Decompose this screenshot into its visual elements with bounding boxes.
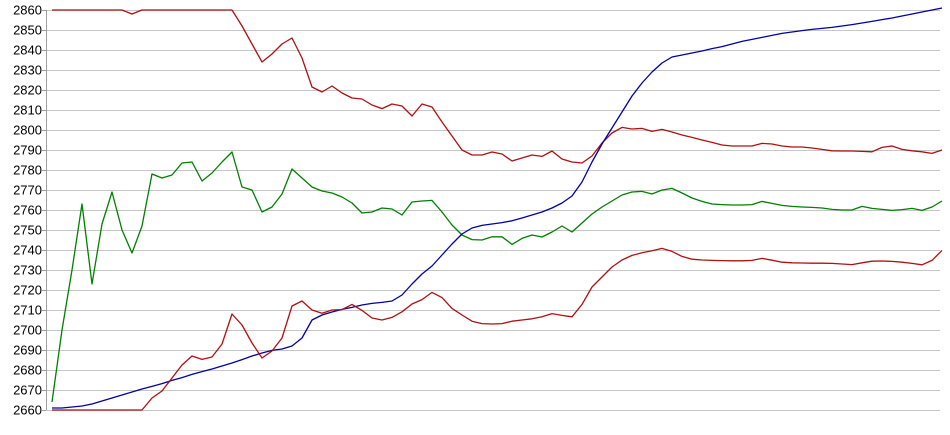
- y-tick-label: 2740: [13, 243, 42, 258]
- series-line-blue: [52, 7, 943, 409]
- y-tick-label: 2850: [13, 23, 42, 38]
- y-tick-label: 2780: [13, 163, 42, 178]
- y-tick-label: 2760: [13, 203, 42, 218]
- y-tick-label: 2700: [13, 323, 42, 338]
- gridlines: [46, 10, 940, 411]
- series-line-lower-red: [52, 247, 943, 411]
- y-tick-label: 2840: [13, 43, 42, 58]
- y-tick-label: 2660: [13, 403, 42, 418]
- y-tick-label: 2720: [13, 283, 42, 298]
- y-tick-label: 2670: [13, 383, 42, 398]
- y-tick-label: 2860: [13, 3, 42, 18]
- y-tick-label: 2750: [13, 223, 42, 238]
- y-tick-label: 2710: [13, 303, 42, 318]
- series-line-upper-red: [52, 9, 943, 164]
- y-axis-labels: 2860 2850 2840 2830 2820 2810 2800 2790 2780 2770…: [13, 3, 42, 418]
- y-tick-label: 2800: [13, 123, 42, 138]
- series-line-green: [51, 151, 943, 403]
- y-tick-label: 2830: [13, 63, 42, 78]
- y-tick-label: 2820: [13, 83, 42, 98]
- y-tick-label: 2810: [13, 103, 42, 118]
- y-axis: [42, 10, 47, 411]
- y-tick-label: 2690: [13, 343, 42, 358]
- series-lines: [51, 7, 943, 411]
- y-tick-label: 2790: [13, 143, 42, 158]
- y-tick-label: 2770: [13, 183, 42, 198]
- y-tick-label: 2680: [13, 363, 42, 378]
- y-tick-label: 2730: [13, 263, 42, 278]
